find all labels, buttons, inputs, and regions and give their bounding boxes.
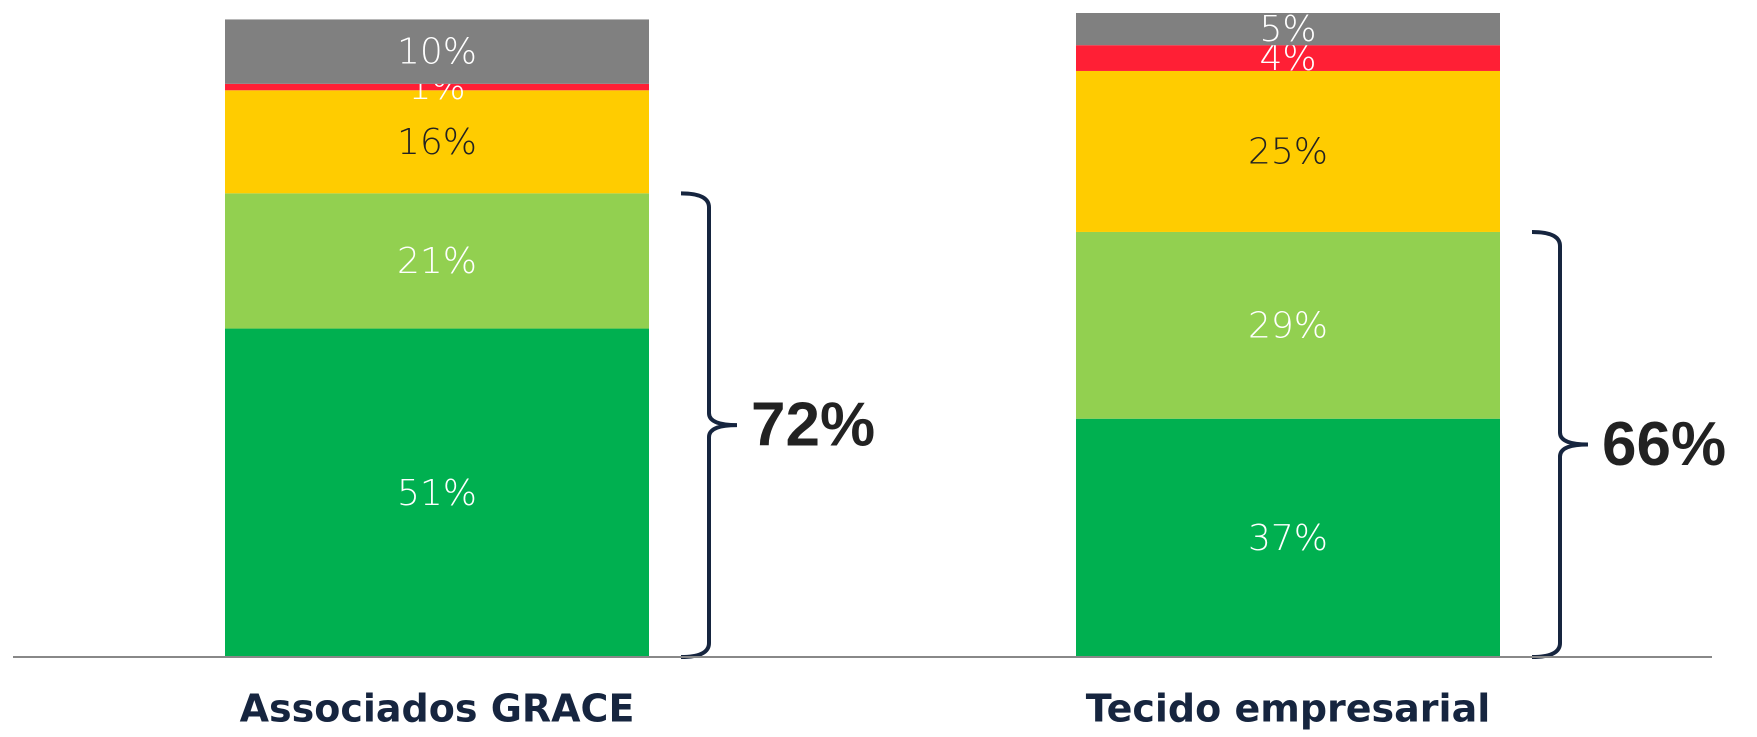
data-label: 5% [1259,9,1316,50]
bar-segment [225,19,649,84]
bar-segment [1076,45,1500,71]
annotation: 66% [1602,410,1726,479]
x-tick-label: Associados GRACE [240,687,635,731]
annotation: 72% [751,391,875,460]
bar-segment [225,83,649,91]
bar-segment [225,193,649,329]
data-label: 21% [397,241,477,282]
data-label: 16% [397,122,477,163]
data-label: 25% [1248,131,1328,172]
data-label: 51% [397,473,477,514]
data-label: 29% [1248,305,1328,346]
bar-segment [1076,13,1500,46]
bracket [1531,229,1589,659]
data-label: 10% [397,32,477,73]
bar-segment [1076,70,1500,232]
bracket [680,191,738,659]
data-label: 37% [1248,518,1328,559]
bar-segment [225,90,649,194]
bar-segment [1076,418,1500,657]
bar-segment [1076,231,1500,419]
bar-segment [225,328,649,657]
x-tick-label: Tecido empresarial [1086,687,1491,731]
